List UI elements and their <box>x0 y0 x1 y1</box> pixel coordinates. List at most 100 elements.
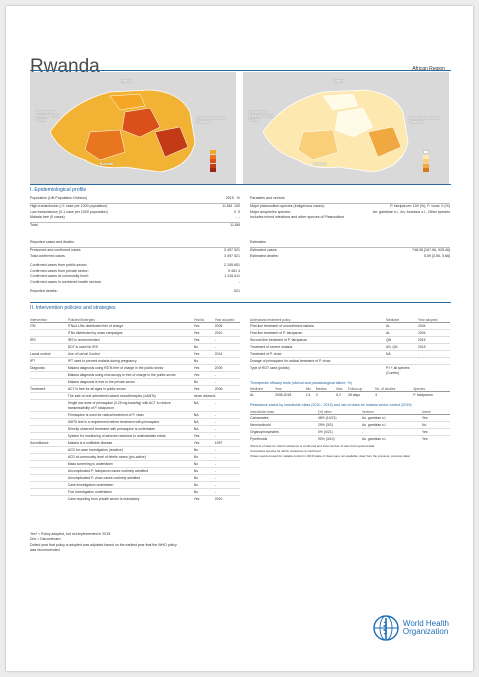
map-label-tanzania: United Republic of Tanzania <box>409 116 439 125</box>
interventions-row: Primaquine is used for radical treatment… <box>30 410 240 419</box>
parasites-block: Parasites and vectors Major plasmodium s… <box>250 196 450 221</box>
intervention-yesno: No <box>193 343 215 351</box>
intervention-group <box>30 466 68 475</box>
intervention-policy: Malaria diagnosis is free in the private… <box>67 378 194 386</box>
intervention-policy: Case investigation undertaken <box>67 480 194 489</box>
intervention-policy: Case reporting from private sector is ma… <box>67 495 194 502</box>
reported-row: Confirmed cases from private sector: 9 46… <box>30 269 240 275</box>
who-emblem-icon <box>373 615 399 641</box>
efficacy-cell: 6.2 <box>336 391 349 399</box>
treatment-label: First-line treatment of P. falciparum <box>250 329 386 337</box>
efficacy-cell: 2.4 <box>305 391 316 399</box>
intervention-year: - <box>214 487 240 496</box>
interventions-row: Directly observed treatment with primaqu… <box>30 424 240 433</box>
reported-block: Reported cases and deaths Presumed and c… <box>30 240 240 295</box>
resistance-note: ³Class reported used for malaria control… <box>250 453 410 458</box>
map-label-burundi: Burundi <box>313 162 326 166</box>
map-label-drc: Democratic Republic of the Congo <box>36 110 61 123</box>
intervention-group <box>30 371 68 379</box>
parasites-value: An. gambiae s.l., An. funestus s.l., Oth… <box>372 209 450 214</box>
intervention-year: - <box>214 452 240 461</box>
treatment-year: 2015 <box>418 343 450 351</box>
reported-label: Confirmed cases from private sector: <box>30 268 89 273</box>
intervention-group <box>30 487 68 496</box>
intervention-policy: Malaria diagnosis using microscopy is fr… <box>67 371 194 379</box>
intervention-yesno: Yes <box>193 371 215 379</box>
intervention-year: - <box>214 466 240 475</box>
intervention-yesno: Yes <box>193 322 215 330</box>
efficacy-header-cell: Species <box>413 386 450 393</box>
intervention-year: - <box>214 445 240 454</box>
intervention-policy: ITNs distributed by mass campaigns <box>67 329 194 337</box>
efficacy-row: AL 2008-2018 2.4 3 6.2 28 days 3 P. falciparum <box>250 391 450 399</box>
intervention-group <box>30 452 68 461</box>
efficacy-header-cell: Year <box>275 386 306 393</box>
interventions-row: Uncomplicated P. vivax cases routinely a… <box>30 473 240 482</box>
resistance-cell: An. gambiae s.l. <box>362 435 422 443</box>
intervention-policy: DDT is used for IRS <box>67 343 194 351</box>
resistance-cell: Yes <box>422 435 450 443</box>
efficacy-header-cell: Median <box>315 386 337 393</box>
reported-label: Confirmed cases in combined health secto… <box>30 279 102 284</box>
treatment-medicine: P.f + all species (Combo) <box>386 364 418 376</box>
intervention-policy: Malaria is a notifiable disease <box>67 438 194 447</box>
intervention-year: - <box>214 459 240 468</box>
intervention-year: 1997 <box>214 438 240 447</box>
intervention-policy: G6PD test is a requirement before treatm… <box>67 417 194 426</box>
map-legend-left <box>210 150 216 173</box>
interventions-row: Foci investigation undertaken No - <box>30 487 240 496</box>
map-label-uganda: Uganda <box>333 79 346 83</box>
treatment-medicine: NA <box>386 350 418 358</box>
intervention-yesno: never allowed <box>193 392 215 400</box>
intervention-year: - <box>214 392 240 400</box>
intervention-group: ITN <box>30 322 68 330</box>
treatment-label: Dosage of primaquine for radical treatme… <box>250 357 386 365</box>
intervention-year: 2005 <box>214 364 240 372</box>
treatment-row: Type of RDT used (public): P.f + all spec… <box>250 364 450 376</box>
reported-value: 1 316 611 <box>224 274 240 279</box>
estimates-label: Estimated cases: <box>250 248 278 253</box>
interventions-row: Uncomplicated P. falciparum cases routin… <box>30 466 240 475</box>
intervention-policy: Directly observed treatment with primaqu… <box>67 424 194 433</box>
intervention-group <box>30 329 68 337</box>
intervention-year: 2014 <box>214 350 240 358</box>
interventions-row: Case reporting from private sector is ma… <box>30 495 240 502</box>
population-block: Population (UN Population Division) 2015… <box>30 196 240 229</box>
who-line2: Organization <box>402 627 449 636</box>
legend-swatch <box>210 154 216 159</box>
treatment-year <box>418 364 450 376</box>
population-value: 11.6M <box>222 204 232 209</box>
population-value: 0 <box>234 209 236 214</box>
legend-swatch <box>423 150 429 154</box>
reported-label: Reported deaths: <box>30 289 58 294</box>
legend-swatch <box>210 168 216 173</box>
population-value: 11.6M <box>230 223 240 228</box>
interventions-row: Case investigation undertaken No - <box>30 480 240 489</box>
treatment-medicine: AS; QN <box>386 343 418 351</box>
parasites-note: Includes mixed infections and other spec… <box>250 215 345 220</box>
intervention-yesno: Yes <box>193 438 215 447</box>
resistance-cell: Neonicotinoid <box>250 421 318 429</box>
map-legend-right <box>423 150 429 173</box>
resistance-notes: ¹Percent of sites for which resistance i… <box>250 444 450 458</box>
intervention-group: IRS <box>30 336 68 344</box>
intervention-year: 2005 <box>214 322 240 330</box>
population-row: Malaria free (0 cases) - - <box>30 215 240 221</box>
resistance-row: Organophosphates 0% (0/21) - Yes <box>250 428 450 436</box>
who-wordmark: World Health Organization <box>402 618 449 637</box>
estimates-row: Estimated cases: 748.98 [167.96, 925.46] <box>250 248 450 254</box>
intervention-group <box>30 495 68 502</box>
reported-value: 521 <box>234 289 240 294</box>
legend-swatch <box>423 168 429 173</box>
resistance-cell: Organophosphates <box>250 428 318 436</box>
estimates-header: Estimates <box>250 240 266 244</box>
intervention-policy: IRS is recommended <box>67 336 194 344</box>
intervention-yesno: No <box>193 445 215 454</box>
who-line1: World Health <box>402 618 449 628</box>
resistance-cell: 29% (3/3) <box>318 421 362 429</box>
treatment-row: Treatment of P. vivax NA - <box>250 350 450 358</box>
interventions-row: ACD for case investigation (reactive) No - <box>30 445 240 454</box>
efficacy-cell: AL <box>250 391 275 399</box>
resistance-cell: Carbamates <box>250 414 318 422</box>
intervention-group <box>30 417 68 426</box>
